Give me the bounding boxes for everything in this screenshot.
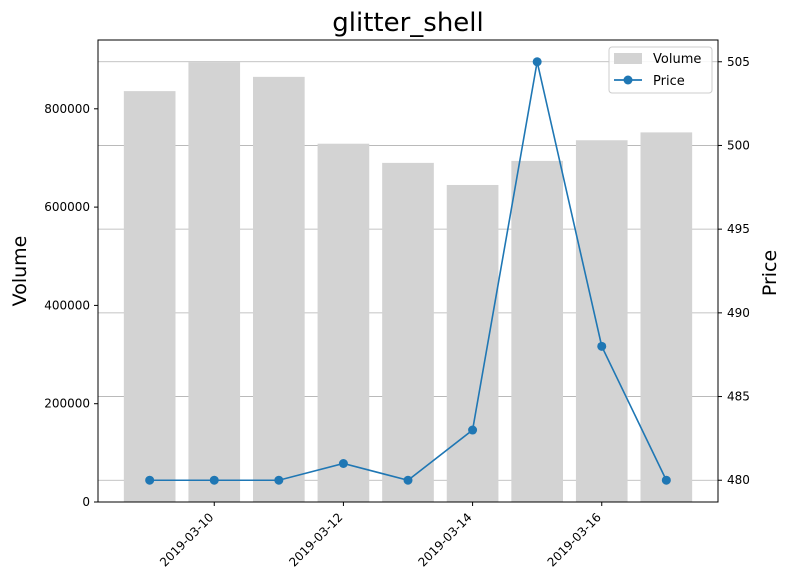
y-left-tick-label: 800000 <box>44 102 90 116</box>
legend-label-volume: Volume <box>653 52 701 67</box>
y-right-tick-label: 490 <box>727 306 750 320</box>
price-line <box>145 57 671 485</box>
chart-title: glitter_shell <box>332 8 484 38</box>
y-right-tick-label: 505 <box>727 55 750 69</box>
price-point <box>532 57 542 67</box>
y-left-tick-label: 600000 <box>44 200 90 214</box>
y-axis-right-title: Price <box>759 250 781 296</box>
price-point <box>468 425 478 435</box>
legend-label-price: Price <box>653 74 685 89</box>
price-point <box>209 475 219 485</box>
price-point <box>597 341 607 351</box>
y-right-tick-label: 495 <box>727 222 750 236</box>
price-point <box>145 475 155 485</box>
volume-bar <box>123 91 176 502</box>
volume-bar <box>446 184 499 502</box>
volume-bar <box>253 76 305 503</box>
price-point <box>661 475 671 485</box>
legend: Volume Price <box>608 46 713 94</box>
plot-frame <box>97 39 719 503</box>
y-right-tick-label: 500 <box>727 138 750 152</box>
y-left-tick-label: 200000 <box>44 397 90 411</box>
volume-bars <box>123 62 693 503</box>
volume-bar <box>188 62 241 503</box>
volume-bar <box>511 160 563 503</box>
price-point <box>338 459 348 468</box>
price-point <box>274 475 284 485</box>
y-axis-left-title: Volume <box>9 236 31 307</box>
volume-bar <box>317 143 370 502</box>
y-right-tick-label: 480 <box>727 473 750 487</box>
y-right-tick-label: 485 <box>727 390 750 404</box>
price-point <box>403 475 413 485</box>
legend-swatch-volume <box>614 53 642 64</box>
y-left-tick-label: 0 <box>82 495 90 509</box>
volume-bar <box>382 162 434 502</box>
legend-swatch-price-marker <box>623 75 633 85</box>
y-axis-right: 480 485 490 495 500 505 <box>718 55 750 487</box>
y-left-tick-label: 400000 <box>44 298 90 312</box>
y-axis-left: 0 200000 400000 600000 800000 <box>44 102 98 509</box>
volume-bar <box>640 132 693 502</box>
volume-bar <box>575 140 628 502</box>
